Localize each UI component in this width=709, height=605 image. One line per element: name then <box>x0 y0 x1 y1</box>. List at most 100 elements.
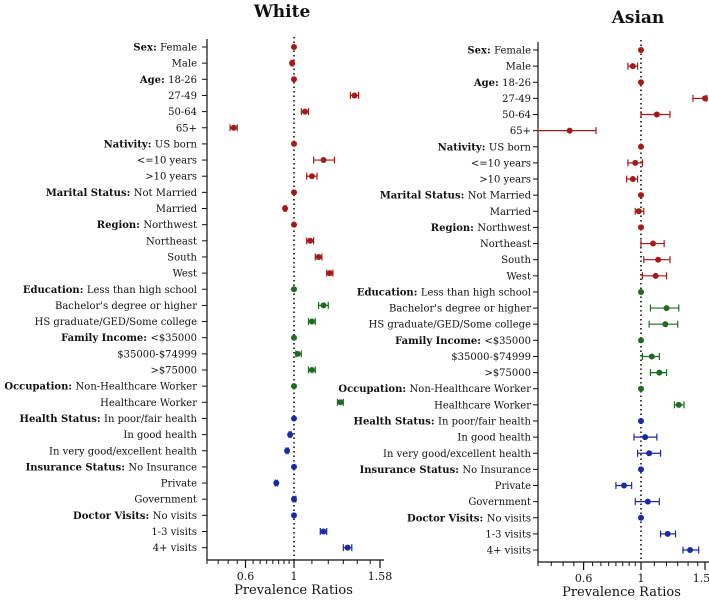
row-label: Male <box>506 62 531 73</box>
forest-row: 4+ visits <box>153 543 353 554</box>
row-group-label: Doctor Visits: <box>407 513 487 524</box>
x-tick-label: 0.6 <box>575 572 593 585</box>
row-category-label: Married <box>156 204 198 215</box>
point-estimate <box>642 434 649 441</box>
row-category-label: 4+ visits <box>487 546 531 557</box>
point-estimate <box>320 302 327 309</box>
point-estimate <box>326 270 333 277</box>
row-category-label: <=10 years <box>137 156 197 167</box>
row-category-label: <=10 years <box>471 158 531 169</box>
row-category-label: Northwest <box>477 223 531 234</box>
forest-row: Nativity: US born <box>104 139 297 150</box>
forest-row: Sex: Female <box>467 46 644 57</box>
point-estimate <box>294 350 301 357</box>
row-label: 50-64 <box>168 107 197 118</box>
forest-row: Doctor Visits: No visits <box>407 513 644 524</box>
point-estimate <box>315 253 322 260</box>
point-estimate <box>638 385 644 392</box>
forest-row: South <box>501 255 671 266</box>
point-estimate <box>648 353 655 360</box>
row-group-label: Family Income: <box>395 336 484 347</box>
row-category-label: US born <box>155 139 198 150</box>
point-estimate <box>307 237 314 244</box>
row-category-label: West <box>506 271 531 282</box>
row-category-label: Northwest <box>143 220 197 231</box>
row-label: Northeast <box>480 239 531 250</box>
row-category-label: South <box>501 255 531 266</box>
row-category-label: Married <box>490 207 532 218</box>
row-group-label: Doctor Visits: <box>73 511 153 522</box>
row-label: 27-49 <box>168 91 197 102</box>
forest-row: HS graduate/GED/Some college <box>35 317 316 328</box>
point-estimate <box>638 224 644 231</box>
forest-row: West <box>172 269 334 280</box>
row-label: >$75000 <box>150 366 197 377</box>
row-group-label: Region: <box>431 223 478 234</box>
row-label: In very good/excellent health <box>383 449 532 460</box>
row-label: Health Status: In poor/fair health <box>20 414 198 425</box>
row-label: 4+ visits <box>487 546 531 557</box>
row-label: In very good/excellent health <box>49 446 198 457</box>
point-estimate <box>664 530 671 537</box>
row-category-label: No visits <box>487 513 531 524</box>
row-label: Health Status: In poor/fair health <box>354 416 532 427</box>
forest-row: Marital Status: Not Married <box>380 191 644 202</box>
row-label: Bachelor's degree or higher <box>55 301 197 312</box>
forest-row: 1-3 visits <box>151 527 328 538</box>
row-label: Nativity: US born <box>438 142 532 153</box>
panel-white: White 0.6 1 1.58 Prevalence Ratios Sex: Femal… <box>4 2 392 598</box>
row-category-label: 50-64 <box>502 110 531 121</box>
row-category-label: In poor/fair health <box>104 414 198 425</box>
row-category-label: West <box>172 269 197 280</box>
point-estimate <box>284 447 291 454</box>
forest-row: >10 years <box>145 172 318 183</box>
forest-row: <=10 years <box>471 158 643 169</box>
row-label: 1-3 visits <box>151 527 197 538</box>
point-estimate <box>655 256 662 263</box>
row-category-label: Northeast <box>146 236 197 247</box>
row-group-label: Education: <box>357 287 421 298</box>
forest-row: Education: Less than high school <box>23 285 297 296</box>
point-estimate <box>351 92 358 99</box>
x-tick-label: 1 <box>291 570 298 583</box>
row-label: <=10 years <box>137 156 197 167</box>
forest-row: Government <box>468 497 660 508</box>
row-category-label: Female <box>160 43 197 54</box>
row-category-label: In very good/excellent health <box>49 446 198 457</box>
forest-row: Sex: Female <box>133 43 297 54</box>
row-label: Doctor Visits: No visits <box>73 511 197 522</box>
row-category-label: Male <box>172 59 197 70</box>
forest-row: Insurance Status: No Insurance <box>26 462 297 473</box>
forest-row: 4+ visits <box>487 546 700 557</box>
row-label: Sex: Female <box>467 46 531 57</box>
row-label: Government <box>468 497 531 508</box>
forest-row: Married <box>156 204 289 215</box>
row-group-label: Nativity: <box>104 139 155 150</box>
row-group-label: Nativity: <box>438 142 489 153</box>
forest-row: HS graduate/GED/Some college <box>369 320 679 331</box>
forest-row: Family Income: <$35000 <box>61 333 297 344</box>
forest-row: Male <box>172 59 296 70</box>
forest-row: >10 years <box>479 175 639 186</box>
panel-asian: Asian 0.6 1 1.58 Prevalence Ratios Sex: Femal… <box>338 8 709 600</box>
row-label: South <box>501 255 531 266</box>
point-estimate <box>635 208 642 215</box>
row-category-label: South <box>167 252 197 263</box>
point-estimate <box>638 466 644 473</box>
row-label: Occupation: Non-Healthcare Worker <box>4 382 197 393</box>
panel-title: White <box>253 2 311 22</box>
forest-row: 65+ <box>176 123 238 134</box>
forest-row: Male <box>506 62 639 73</box>
row-category-label: Bachelor's degree or higher <box>55 301 197 312</box>
point-estimate <box>308 173 315 180</box>
point-estimate <box>702 95 708 102</box>
row-label: Family Income: <$35000 <box>61 333 197 344</box>
forest-row: In very good/excellent health <box>49 446 291 457</box>
row-label: HS graduate/GED/Some college <box>35 317 197 328</box>
row-label: Sex: Female <box>133 43 197 54</box>
forest-row: West <box>506 271 668 282</box>
point-estimate <box>291 383 297 390</box>
point-estimate <box>291 189 297 196</box>
point-estimate <box>638 192 644 199</box>
